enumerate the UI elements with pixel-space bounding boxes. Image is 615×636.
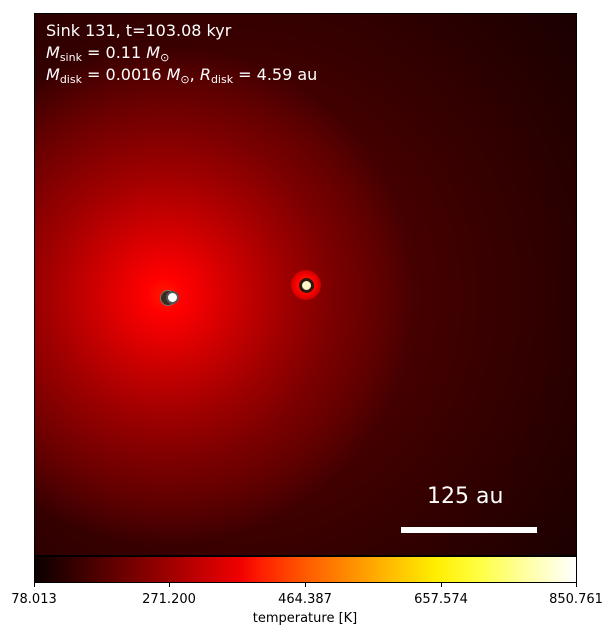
mdisk-symbol: M — [46, 65, 60, 84]
annotation-separator: , — [189, 65, 200, 84]
scale-bar — [401, 527, 537, 533]
colorbar-label: temperature [K] — [252, 611, 358, 626]
colorbar-tick — [305, 583, 306, 587]
colorbar-tick-label: 78.013 — [11, 592, 57, 607]
annotation-sink-time: Sink 131, t=103.08 kyr — [46, 21, 232, 40]
mdisk-unit: M — [166, 65, 181, 84]
msink-unit-subscript: ⊙ — [160, 51, 170, 64]
rdisk-value: = 4.59 au — [233, 65, 318, 84]
sink-marker-left — [166, 291, 179, 304]
msink-value: = 0.11 — [81, 43, 147, 62]
rdisk-symbol: R — [199, 65, 211, 84]
msink-symbol: M — [46, 43, 60, 62]
colorbar-tick-label: 657.574 — [414, 592, 468, 607]
colorbar-tick-label: 464.387 — [278, 592, 332, 607]
annotation-sink-mass: Msink = 0.11 M⊙ — [46, 43, 169, 64]
mdisk-unit-subscript: ⊙ — [180, 73, 190, 86]
colorbar-tick — [34, 583, 35, 587]
annotation-disk: Mdisk = 0.0016 M⊙, Rdisk = 4.59 au — [46, 65, 317, 86]
colorbar-tick-label: 271.200 — [142, 592, 196, 607]
scale-bar-label: 125 au — [427, 484, 504, 509]
colorbar-tick-label: 850.761 — [549, 592, 603, 607]
temperature-map: Sink 131, t=103.08 kyr Msink = 0.11 M⊙ M… — [34, 13, 577, 556]
colorbar-tick — [441, 583, 442, 587]
mdisk-value: = 0.0016 — [81, 65, 167, 84]
msink-unit: M — [146, 43, 161, 62]
colorbar-tick — [576, 583, 577, 587]
msink-subscript: sink — [59, 51, 82, 64]
mdisk-subscript: disk — [59, 73, 82, 86]
colorbar-tick — [169, 583, 170, 587]
colorbar — [34, 556, 577, 583]
rdisk-subscript: disk — [210, 73, 234, 86]
sink-marker-right — [299, 278, 314, 293]
